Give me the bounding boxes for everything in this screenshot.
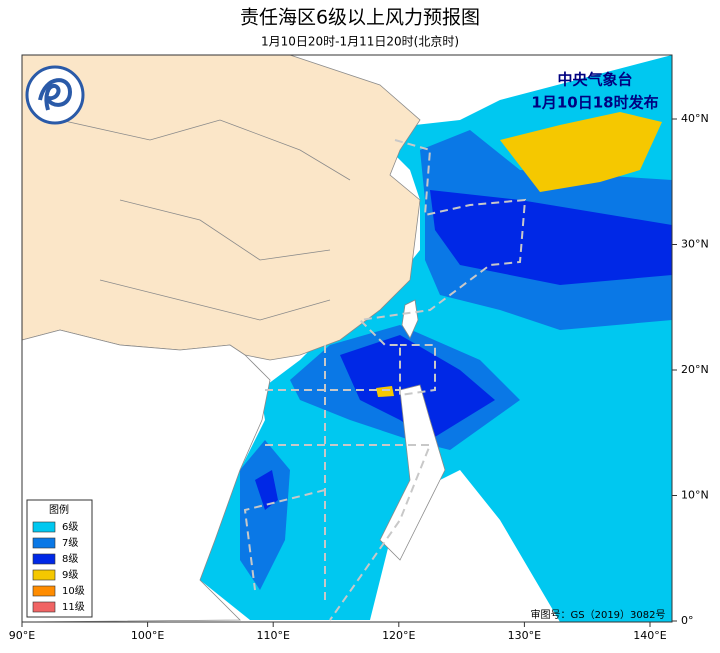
- legend-swatch: [32, 537, 56, 549]
- lon-label: 100°E: [131, 629, 164, 642]
- legend-label: 10级: [62, 585, 85, 597]
- wind-zone-8: [255, 470, 278, 510]
- lat-label: 20°N: [681, 363, 709, 376]
- legend-swatch: [32, 521, 56, 533]
- lon-label: 120°E: [382, 629, 415, 642]
- legend-swatch: [32, 585, 56, 597]
- issue-time: 1月10日18时发布: [531, 94, 658, 112]
- legend: 6级 7级 8级 9级 10级 11级: [32, 521, 85, 613]
- taiwan: [401, 299, 419, 339]
- issuer-name: 中央气象台: [557, 71, 632, 89]
- map-frame: [21, 54, 673, 623]
- axes: 90°E 100°E 110°E 120°E 130°E 140°E 40°N 30°N 20°…: [9, 112, 709, 642]
- title: 责任海区6级以上风力预报图: [240, 7, 480, 29]
- wind-zone-8: [430, 190, 672, 285]
- legend-label: 11级: [62, 601, 85, 613]
- lon-label: 90°E: [9, 629, 35, 642]
- lat-label: 10°N: [681, 489, 709, 502]
- legend-label: 9级: [62, 569, 78, 581]
- legend-swatch: [32, 553, 56, 565]
- wind-zone-9: [500, 112, 662, 192]
- philippines: [379, 384, 446, 561]
- lat-label: 40°N: [681, 112, 709, 125]
- province-borders: [59, 119, 351, 321]
- wind-zone-7: [240, 440, 290, 590]
- approval-number: 审图号：GS（2019）3082号: [531, 608, 666, 621]
- legend-swatch: [32, 601, 56, 613]
- lat-label: 30°N: [681, 238, 709, 251]
- lat-label: 0°: [681, 614, 694, 627]
- lon-label: 140°E: [633, 629, 666, 642]
- logo-mark: [38, 78, 73, 111]
- lon-label: 110°E: [256, 629, 289, 642]
- sea-area-boundaries: [243, 139, 527, 621]
- legend-label: 8级: [62, 553, 78, 565]
- legend-swatch: [32, 569, 56, 581]
- subtitle: 1月10日20时-1月11日20时(北京时): [261, 35, 459, 49]
- legend-label: 6级: [62, 521, 78, 533]
- legend-label: 7级: [62, 537, 78, 549]
- legend-title: 图例: [49, 503, 69, 516]
- lon-label: 130°E: [508, 629, 541, 642]
- wind-zone-9: [376, 386, 394, 397]
- map-area: [22, 55, 672, 622]
